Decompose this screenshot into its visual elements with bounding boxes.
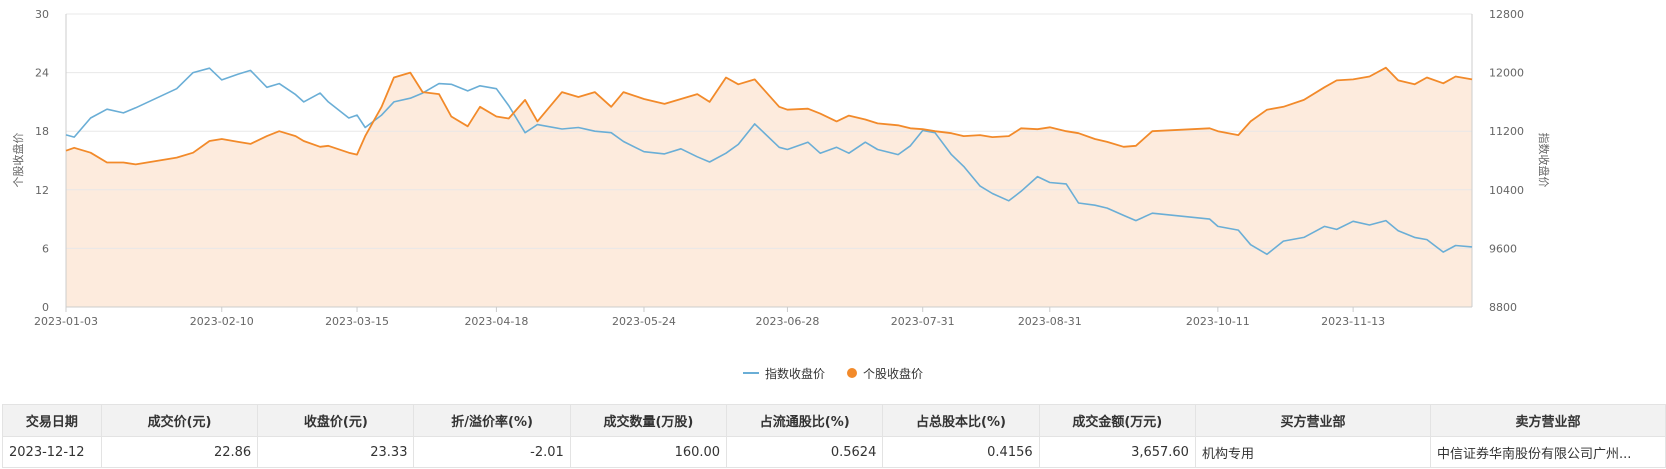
left-tick-label: 18 [35,125,49,138]
cell-total-ratio: 0.4156 [882,436,1040,468]
left-tick-label: 12 [35,184,49,197]
x-tick-label: 2023-07-31 [891,315,955,328]
stock-area-fill [66,67,1472,307]
header-seller: 卖方营业部 [1429,404,1666,437]
cell-buyer[interactable]: 机构专用 [1194,436,1431,468]
header-trade-date: 交易日期 [2,404,102,437]
cell-trade-date: 2023-12-12 [2,436,102,468]
right-tick-label: 9600 [1489,242,1517,255]
left-tick-label: 6 [42,242,49,255]
right-tick-label: 12800 [1489,8,1524,21]
right-axis-title: 指数收盘价 [1537,133,1551,188]
left-tick-label: 24 [35,67,49,80]
right-tick-label: 8800 [1489,301,1517,314]
x-tick-label: 2023-01-03 [34,315,98,328]
legend-item-index[interactable]: 指数收盘价 [742,365,825,382]
header-close-price: 收盘价(元) [257,404,415,437]
left-axis-title: 个股收盘价 [11,133,25,188]
header-buyer: 买方营业部 [1194,404,1431,437]
right-tick-label: 12000 [1489,67,1524,80]
header-volume: 成交数量(万股) [569,404,728,437]
header-float-ratio: 占流通股比(%) [726,404,884,437]
legend-item-stock[interactable]: 个股收盘价 [847,365,923,382]
x-tick-label: 2023-10-11 [1186,315,1250,328]
x-tick-label: 2023-06-28 [755,315,819,328]
left-tick-label: 30 [35,8,49,21]
right-tick-label: 10400 [1489,184,1524,197]
x-tick-label: 2023-08-31 [1018,315,1082,328]
right-tick-label: 11200 [1489,125,1524,138]
table-header-row: 交易日期 成交价(元) 收盘价(元) 折/溢价率(%) 成交数量(万股) 占流通… [2,404,1666,437]
cell-premium-rate: -2.01 [413,436,571,468]
left-tick-label: 0 [42,301,49,314]
table-row: 2023-12-12 22.86 23.33 -2.01 160.00 0.56… [2,436,1666,468]
stock-close-line [65,66,1473,166]
legend-dot-icon [847,368,857,378]
x-tick-label: 2023-11-13 [1321,315,1385,328]
header-premium-rate: 折/溢价率(%) [413,404,571,437]
block-trade-table: 交易日期 成交价(元) 收盘价(元) 折/溢价率(%) 成交数量(万股) 占流通… [2,404,1666,468]
header-deal-price: 成交价(元) [100,404,259,437]
x-tick-label: 2023-03-15 [325,315,389,328]
cell-close-price: 23.33 [257,436,415,468]
cell-seller[interactable]: 中信证券华南股份有限公司广州... [1429,436,1666,468]
legend-label-stock: 个股收盘价 [863,366,924,381]
x-tick-label: 2023-05-24 [612,315,676,328]
header-total-ratio: 占总股本比(%) [882,404,1040,437]
price-comparison-chart: 0 6 12 18 24 30 8800 9600 10400 11200 12000 12800 20… [11,8,1551,328]
cell-amount: 3,657.60 [1038,436,1196,468]
header-amount: 成交金额(万元) [1038,404,1196,437]
legend-label-index: 指数收盘价 [764,366,825,381]
cell-deal-price: 22.86 [100,436,259,468]
chart-legend: 指数收盘价 个股收盘价 [0,364,1666,382]
index-close-line [65,67,1473,256]
x-tick-label: 2023-02-10 [190,315,254,328]
legend-line-icon [742,372,759,374]
chart-svg: 0 6 12 18 24 30 8800 9600 10400 11200 12000 12800 20… [11,8,1551,328]
cell-volume: 160.00 [569,436,728,468]
cell-float-ratio: 0.5624 [726,436,884,468]
x-tick-label: 2023-04-18 [464,315,528,328]
